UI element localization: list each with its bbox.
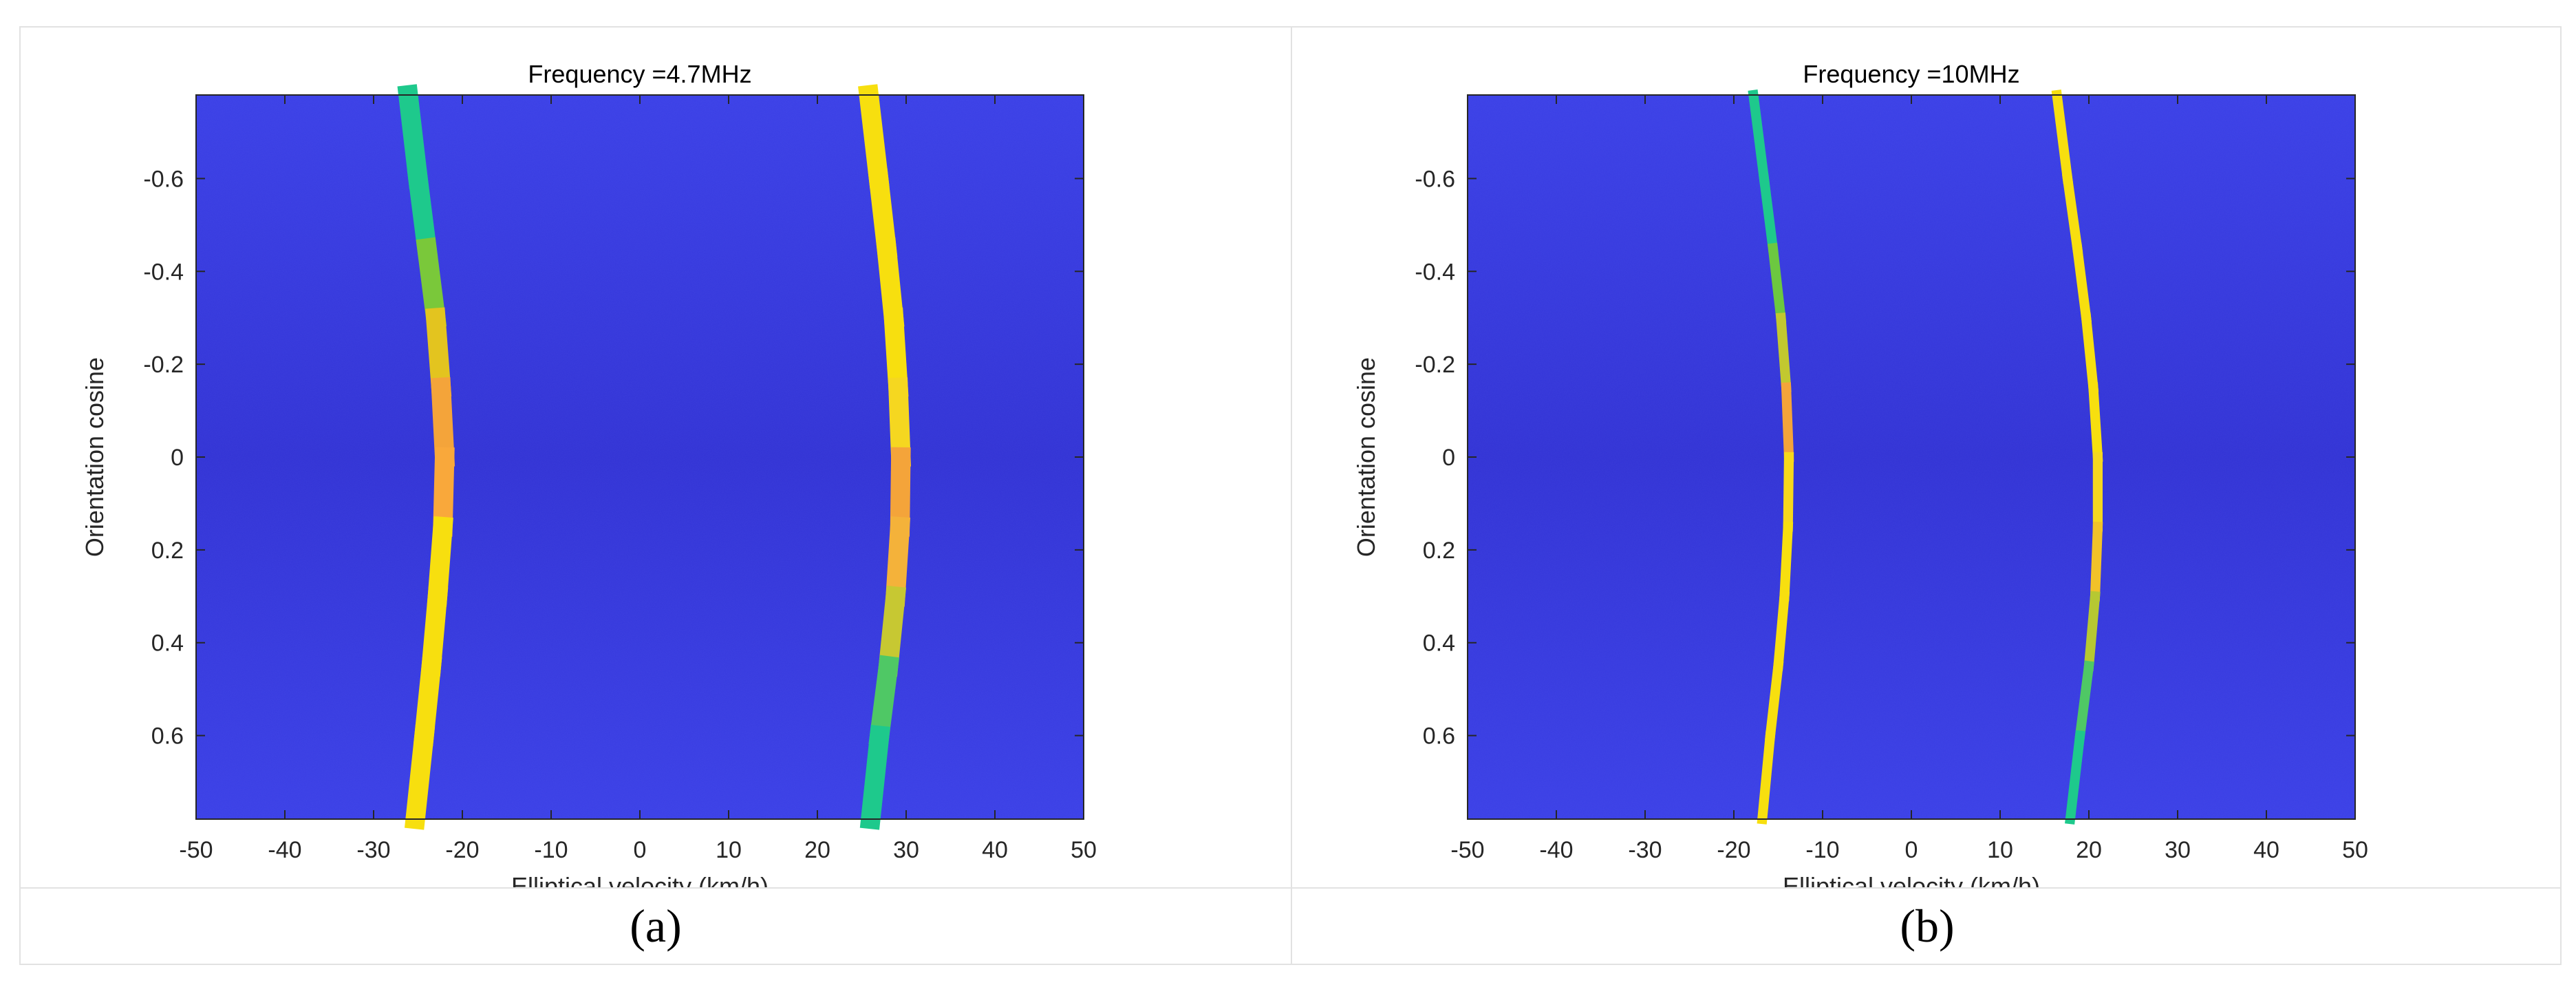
curve-1-segment <box>888 377 912 467</box>
curve-1-segment <box>2083 591 2101 672</box>
curve-0-segment <box>397 84 429 190</box>
x-tick-label: 10 <box>716 837 742 863</box>
curve-1-segment <box>2087 382 2103 463</box>
y-tick-label: -0.2 <box>143 352 184 378</box>
x-tick-label: 30 <box>2165 837 2191 863</box>
x-tick-label: -30 <box>356 837 390 863</box>
curve-0-segment <box>1758 173 1779 254</box>
chart-panel-a: -50 -40 -30 -20 -10 0 10 20 30 40 50 -0.6 -0.4 -0.2 0 0… <box>21 28 1291 887</box>
curve-1-segment <box>858 84 890 190</box>
curve-0-segment <box>431 377 455 467</box>
x-tick-label: 40 <box>2253 837 2279 863</box>
curve-1-segment <box>2065 730 2085 825</box>
x-tick-label: -40 <box>1539 837 1573 863</box>
figure-table-frame <box>19 26 2562 965</box>
table-row-divider <box>19 887 2562 889</box>
caption-b: (b) <box>1900 900 1955 952</box>
curve-1-segment <box>2061 173 2083 254</box>
curve-0-segment <box>1783 452 1794 532</box>
curve-0-segment <box>1767 242 1787 324</box>
y-tick-label: -0.6 <box>143 166 184 192</box>
curve-0-segment <box>1765 660 1784 741</box>
y-tick-label: 0 <box>171 445 184 471</box>
x-tick-label: -10 <box>1805 837 1839 863</box>
x-tick-label: -50 <box>1450 837 1484 863</box>
curve-1-segment <box>2072 242 2092 324</box>
curve-0-segment <box>1757 730 1776 825</box>
x-axis-label: Elliptical velocity (km/h) <box>1783 872 2040 887</box>
y-tick-label: 0.2 <box>151 538 184 564</box>
curve-0-segment <box>1781 382 1794 463</box>
x-tick-label: 40 <box>982 837 1008 863</box>
curve-0-segment <box>427 516 453 607</box>
x-tick-label: -40 <box>268 837 301 863</box>
curve-1-segment <box>859 724 890 830</box>
curve-1-segment <box>890 447 911 537</box>
y-tick-label: 0.6 <box>1423 723 1455 750</box>
x-tick-label: 50 <box>1071 837 1097 863</box>
curve-1-segment <box>883 307 909 398</box>
curve-0-segment <box>1779 521 1794 602</box>
chart-panel-b: -50 -40 -30 -20 -10 0 10 20 30 40 50 -0.6 -0.4 -0.2 0 0… <box>1292 28 2562 887</box>
y-tick-label: 0 <box>1442 445 1455 471</box>
x-tick-label: -30 <box>1628 837 1662 863</box>
y-tick-label: -0.2 <box>1415 352 1455 378</box>
x-tick-label: -50 <box>179 837 213 863</box>
x-tick-label: 20 <box>804 837 830 863</box>
y-tick-label: -0.4 <box>143 259 184 285</box>
curve-0-segment <box>1748 89 1770 184</box>
chart-title: Frequency =4.7MHz <box>528 60 751 88</box>
curve-0-segment <box>404 724 436 830</box>
x-tick-label: 50 <box>2342 837 2368 863</box>
curve-1-segment <box>2074 660 2094 741</box>
y-tick-label: 0.4 <box>1423 631 1455 657</box>
plot-noise-texture <box>1468 95 2355 819</box>
curve-1-segment <box>876 237 905 329</box>
y-axis-label: Orientation cosine <box>80 357 109 557</box>
curve-1-segment <box>885 516 911 607</box>
curve-0-segment <box>407 167 438 260</box>
x-tick-label: -20 <box>445 837 479 863</box>
curve-1-segment <box>2081 312 2099 393</box>
curve-0-segment <box>433 447 455 537</box>
curve-0-segment <box>1775 313 1792 393</box>
curve-1-segment <box>2090 521 2103 602</box>
x-tick-label: -20 <box>1717 837 1750 863</box>
curve-1-segment <box>868 655 900 747</box>
y-tick-label: 0.6 <box>151 723 184 750</box>
curve-0-segment <box>416 237 447 329</box>
plot-noise-texture <box>196 95 1084 819</box>
caption-a: (a) <box>630 900 682 952</box>
x-tick-label: 0 <box>634 837 647 863</box>
curve-1-segment <box>2051 89 2073 184</box>
x-tick-label: -10 <box>534 837 568 863</box>
y-tick-label: 0.4 <box>151 631 184 657</box>
y-tick-label: 0.2 <box>1423 538 1455 564</box>
chart-title: Frequency =10MHz <box>1803 60 2019 88</box>
curve-0-segment <box>413 655 442 747</box>
x-tick-label: 20 <box>2076 837 2102 863</box>
heatmap-chart-a: -50 -40 -30 -20 -10 0 10 20 30 40 50 -0.6 -0.4 -0.2 0 0… <box>80 60 1097 887</box>
heatmap-chart-b: -50 -40 -30 -20 -10 0 10 20 30 40 50 -0.6 -0.4 -0.2 0 0… <box>1352 60 2368 887</box>
y-tick-label: -0.4 <box>1415 259 1455 285</box>
curve-1-segment <box>877 585 907 677</box>
x-tick-label: 10 <box>1987 837 2013 863</box>
x-axis-label: Elliptical velocity (km/h) <box>511 872 769 887</box>
curve-0-segment <box>420 585 449 677</box>
x-tick-label: 0 <box>1905 837 1918 863</box>
curve-1-segment <box>868 167 898 260</box>
table-column-divider <box>1291 26 1292 965</box>
curve-0-segment <box>425 307 452 399</box>
y-axis-label: Orientation cosine <box>1352 357 1380 557</box>
curve-0-segment <box>1772 591 1790 672</box>
y-tick-label: -0.6 <box>1415 166 1455 192</box>
x-tick-label: 30 <box>893 837 919 863</box>
